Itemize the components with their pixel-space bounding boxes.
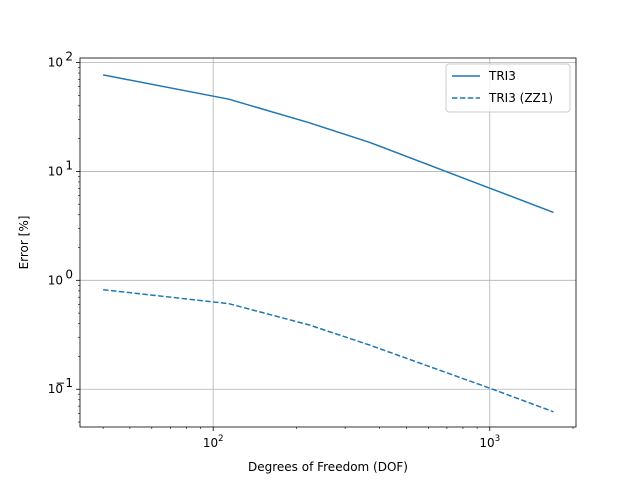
plot-frame	[79, 57, 577, 428]
legend: TRI3 TRI3 (ZZ1)	[445, 63, 571, 113]
x-tick-label: 103	[479, 434, 500, 450]
x-tick-label: 102	[203, 434, 224, 450]
y-tick-exponent: 2	[65, 50, 73, 64]
y-tick-exponent: −1	[55, 376, 73, 390]
y-tick-exponent: 0	[65, 267, 73, 281]
legend-label-1: TRI3	[488, 69, 516, 83]
y-tick-exponent: 1	[65, 158, 73, 172]
y-tick-label: 10	[48, 164, 63, 178]
x-axis-label: Degrees of Freedom (DOF)	[248, 460, 408, 474]
grid-lines	[80, 58, 576, 427]
series-layer	[102, 74, 554, 413]
series-line-1	[102, 74, 554, 214]
y-tick-label: 10	[48, 273, 63, 287]
y-tick-label: 10	[48, 382, 63, 396]
series-line-2	[103, 288, 554, 413]
y-tick-label: 10	[48, 56, 63, 70]
legend-label-2: TRI3 (ZZ1)	[488, 91, 553, 105]
y-axis-label: Error [%]	[17, 216, 31, 270]
